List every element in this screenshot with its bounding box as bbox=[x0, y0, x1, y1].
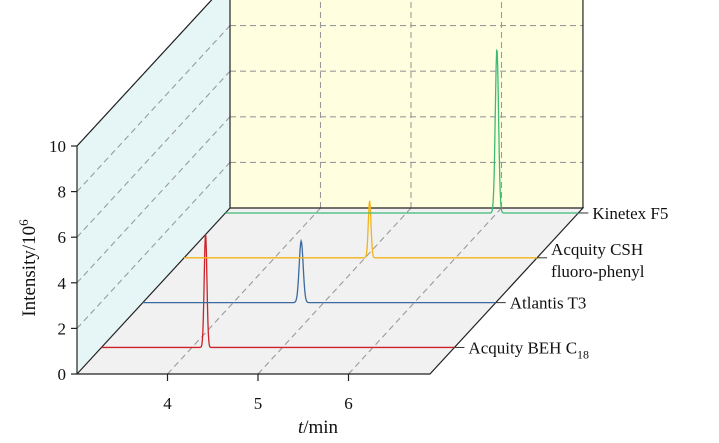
trace-line bbox=[225, 48, 579, 214]
x-axis: 4 5 6 bbox=[163, 374, 353, 413]
chart-back-wall bbox=[230, 0, 583, 208]
series-label: Acquity BEH C18 bbox=[468, 338, 589, 361]
x-tick-label: 5 bbox=[254, 394, 263, 413]
x-tick-label: 6 bbox=[344, 394, 353, 413]
x-tick-label: 4 bbox=[163, 394, 172, 413]
grid-line bbox=[76, 25, 231, 192]
grid-line bbox=[167, 207, 321, 375]
trace-line bbox=[184, 200, 538, 259]
y-axis-title: Intensity/106 bbox=[16, 219, 40, 317]
grid-line bbox=[257, 207, 412, 375]
y-tick-label: 8 bbox=[58, 183, 67, 202]
trace-line bbox=[142, 238, 496, 304]
y-tick-label: 10 bbox=[49, 137, 66, 156]
trace-line bbox=[101, 234, 455, 349]
chart-floor bbox=[77, 208, 583, 374]
series-label: Acquity CSH bbox=[551, 240, 643, 259]
grid-line bbox=[76, 162, 231, 329]
y-tick-label: 6 bbox=[58, 228, 67, 247]
series-label-line2: fluoro-phenyl bbox=[551, 262, 645, 281]
grid-line bbox=[348, 207, 502, 375]
chart-side-wall bbox=[77, 0, 230, 374]
grid-line bbox=[76, 70, 231, 238]
depth-edge bbox=[76, 207, 231, 375]
trace-labels: Acquity BEH C18 Atlantis T3 Acquity CSH flu… bbox=[454, 204, 668, 361]
series-label: Atlantis T3 bbox=[510, 294, 587, 313]
back-wall-outline bbox=[582, 0, 584, 208]
series-label: Kinetex F5 bbox=[592, 204, 668, 223]
x-axis-title: t/min bbox=[298, 417, 339, 438]
y-tick-label: 2 bbox=[58, 319, 67, 338]
chromatogram-traces bbox=[101, 48, 579, 349]
y-tick-label: 4 bbox=[58, 274, 67, 293]
grid-line bbox=[76, 116, 231, 284]
y-tick-label: 0 bbox=[58, 365, 67, 384]
y-axis: 0 2 4 6 8 10 bbox=[49, 137, 77, 384]
